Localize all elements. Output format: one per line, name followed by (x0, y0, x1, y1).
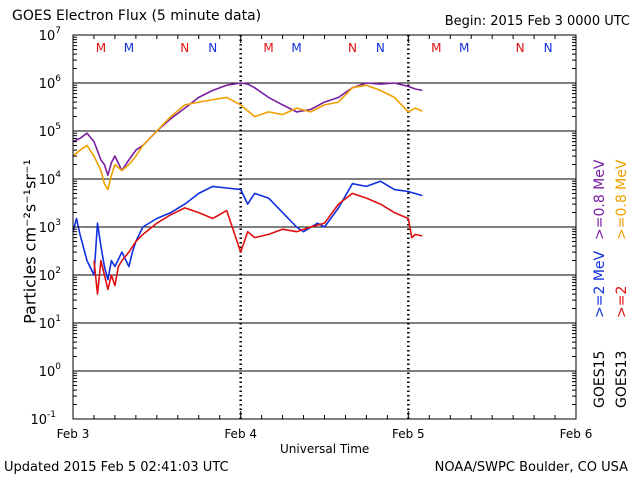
series-line (93, 192, 423, 295)
y-tick-label: 105 (39, 122, 61, 140)
x-tick-label: Feb 5 (392, 427, 425, 441)
y-tick-label: 104 (39, 170, 62, 188)
y-tick-label: 100 (39, 362, 62, 380)
y-tick-label: 103 (39, 218, 61, 236)
series-line (72, 82, 423, 176)
local-time-marker: M (96, 41, 106, 55)
y-tick-label: 107 (39, 26, 61, 44)
y-tick-label: 101 (39, 314, 61, 332)
series-line (72, 180, 423, 281)
local-time-marker: N (208, 41, 217, 55)
legend-entry: >=2 MeV (592, 250, 608, 318)
series-layer (72, 82, 423, 295)
local-time-marker: M (124, 41, 134, 55)
x-tick-label: Feb 3 (57, 427, 90, 441)
legend-entry: >=2 (614, 286, 630, 318)
x-axis-label: Universal Time (280, 442, 370, 456)
updated-timestamp: Updated 2015 Feb 5 02:41:03 UTC (4, 460, 229, 475)
local-time-marker: N (376, 41, 385, 55)
legend-entry: >=0.8 MeV (614, 159, 630, 240)
y-axis-label: Particles cm⁻²s⁻¹sr⁻¹ (20, 159, 40, 324)
legend-satellite-label: GOES13 (614, 351, 630, 408)
series-line (72, 84, 423, 191)
local-time-marker: N (348, 41, 357, 55)
local-time-marker: M (431, 41, 441, 55)
x-tick-label: Feb 4 (224, 427, 257, 441)
y-tick-label: 102 (39, 266, 61, 284)
local-time-marker: N (180, 41, 189, 55)
legend-satellite-label: GOES15 (592, 351, 608, 408)
local-time-marker: M (263, 41, 273, 55)
y-tick-label: 10-1 (30, 410, 56, 428)
x-axis-ticks: Feb 3 Feb 4 Feb 5 Feb 6 (57, 35, 593, 441)
local-time-marker: M (459, 41, 469, 55)
day-dividers (239, 35, 410, 419)
local-time-marker: M (291, 41, 301, 55)
y-tick-label: 106 (39, 74, 62, 92)
legend: GOES15 >=2 MeV >=0.8 MeV GOES13 >=2 >=0.8 MeV (592, 159, 630, 408)
local-time-marker: N (516, 41, 525, 55)
chart-title: GOES Electron Flux (5 minute data) (12, 8, 262, 24)
x-tick-label: Feb 6 (560, 427, 593, 441)
credit-text: NOAA/SWPC Boulder, CO USA (434, 460, 628, 475)
begin-time: Begin: 2015 Feb 3 0000 UTC (444, 14, 630, 29)
local-time-marker: N (544, 41, 553, 55)
legend-entry: >=0.8 MeV (592, 159, 608, 240)
